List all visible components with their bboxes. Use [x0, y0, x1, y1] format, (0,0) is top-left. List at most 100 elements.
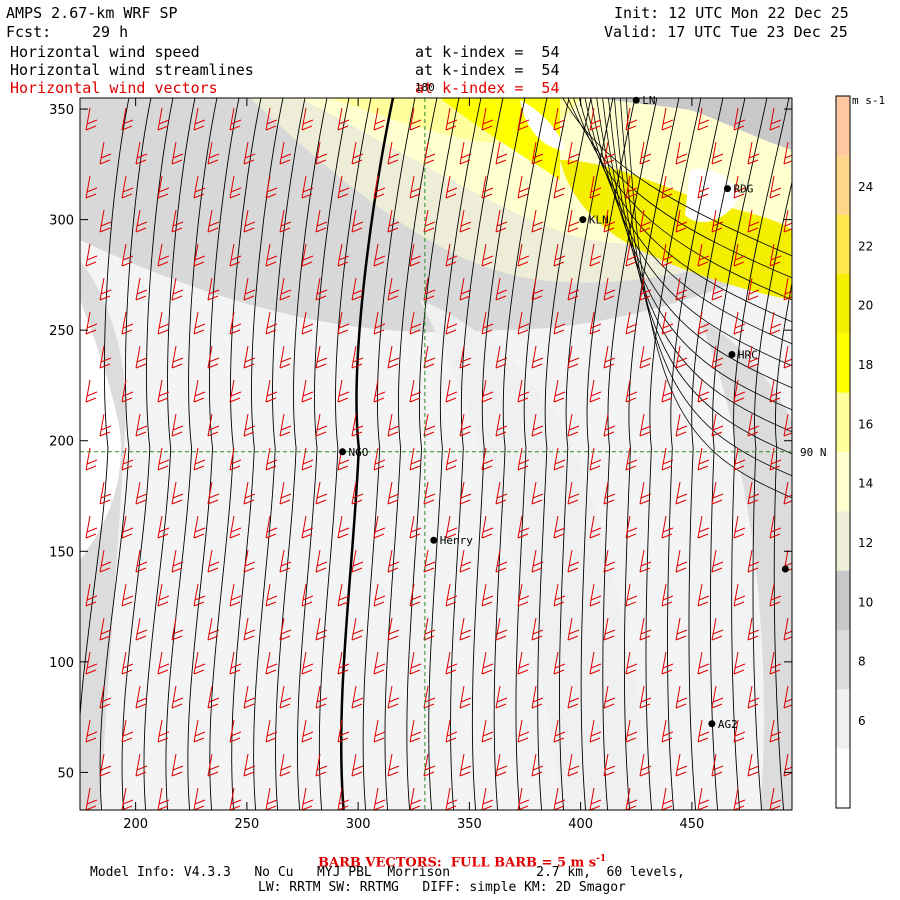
wind-barb	[121, 719, 134, 743]
station-label: NGO	[349, 446, 369, 459]
wind-barb	[661, 787, 674, 810]
wind-barb	[279, 481, 292, 505]
colorbar-bin	[836, 630, 850, 690]
wind-barb	[121, 515, 134, 539]
wind-barb	[315, 685, 328, 709]
wind-barb	[495, 617, 508, 641]
wind-barb	[229, 787, 242, 810]
streamline	[590, 98, 792, 367]
wind-barb	[265, 515, 278, 539]
colorbar-frame	[835, 95, 851, 809]
wind-barb	[748, 822, 759, 844]
wind-barb	[783, 617, 792, 641]
colorbar-label: 24	[858, 180, 873, 194]
wind-barb	[85, 175, 98, 199]
wind-barb	[603, 481, 616, 505]
wind-barb	[301, 243, 314, 267]
wind-barb	[783, 345, 792, 369]
wind-barb	[697, 583, 710, 607]
wind-barb	[121, 175, 134, 199]
wind-barb	[301, 719, 314, 743]
wind-barb	[171, 753, 184, 777]
wind-barb	[171, 413, 184, 437]
streamline	[80, 98, 130, 810]
wind-barb	[301, 175, 314, 199]
wind-barb	[495, 345, 508, 369]
wind-barb	[531, 685, 544, 709]
wind-barb	[567, 209, 580, 233]
station-marker	[430, 536, 438, 544]
streamline	[318, 98, 372, 810]
wind-barb	[675, 481, 688, 505]
wind-barb	[229, 447, 242, 471]
streamline	[602, 98, 792, 411]
wind-barb	[157, 447, 170, 471]
wind-barb	[193, 719, 206, 743]
wind-barb	[301, 107, 314, 131]
wind-barb	[409, 107, 422, 131]
wind-barb	[301, 583, 314, 607]
wind-barb	[265, 583, 278, 607]
wind-barb	[675, 141, 688, 165]
wind-barb	[553, 175, 566, 199]
wind-barb	[747, 277, 760, 301]
wind-barb	[553, 651, 566, 675]
wind-barb	[495, 685, 508, 709]
wind-barb	[711, 481, 724, 505]
streamline	[752, 180, 792, 810]
wind-barb	[783, 209, 792, 233]
wind-barb	[193, 311, 206, 335]
wind-barb	[157, 175, 170, 199]
colorbar-bin	[836, 274, 850, 334]
wind-barbs	[85, 107, 792, 844]
wind-barb	[423, 141, 436, 165]
wind-barb	[711, 413, 724, 437]
meridian-180: 180	[415, 81, 435, 810]
wind-barb	[85, 583, 98, 607]
streamline	[339, 98, 395, 810]
wind-barb	[243, 413, 256, 437]
wind-barb	[640, 822, 651, 844]
wind-barb	[229, 583, 242, 607]
streamline	[187, 98, 240, 810]
wind-barb	[337, 583, 350, 607]
y-tick-label: 100	[49, 656, 74, 671]
wind-barb	[639, 685, 652, 709]
forecast-label: Fcst:	[6, 23, 52, 41]
y-tick-label: 300	[49, 214, 74, 229]
wind-barb	[445, 175, 458, 199]
station-marker	[781, 565, 789, 573]
x-tick-label: 300	[346, 817, 371, 832]
wind-barb	[517, 651, 530, 675]
wind-barb	[172, 822, 183, 844]
wind-barb	[315, 753, 328, 777]
wind-barb	[589, 379, 602, 403]
wind-barb	[409, 583, 422, 607]
wind-barb	[481, 447, 494, 471]
wind-barb	[409, 311, 422, 335]
wind-barb	[639, 549, 652, 573]
wind-barb	[733, 447, 746, 471]
wind-barb	[567, 753, 580, 777]
wind-barb	[783, 481, 792, 505]
wind-barb	[603, 413, 616, 437]
wind-barb	[423, 413, 436, 437]
wind-barb	[517, 515, 530, 539]
wind-barb	[99, 345, 112, 369]
wind-barb	[373, 515, 386, 539]
wind-barb	[531, 209, 544, 233]
x-tick-label: 350	[457, 817, 482, 832]
wind-barb	[661, 447, 674, 471]
wind-barb	[445, 243, 458, 267]
wind-barb	[604, 822, 615, 844]
colorbar-bin	[836, 689, 850, 749]
station-label: HRC	[738, 348, 758, 361]
wind-barb	[85, 651, 98, 675]
streamline	[731, 98, 790, 810]
wind-barb	[373, 311, 386, 335]
wind-barb	[459, 209, 472, 233]
forecast-hour: 29 h	[92, 23, 129, 41]
wind-barb	[589, 515, 602, 539]
wind-barb	[517, 175, 530, 199]
